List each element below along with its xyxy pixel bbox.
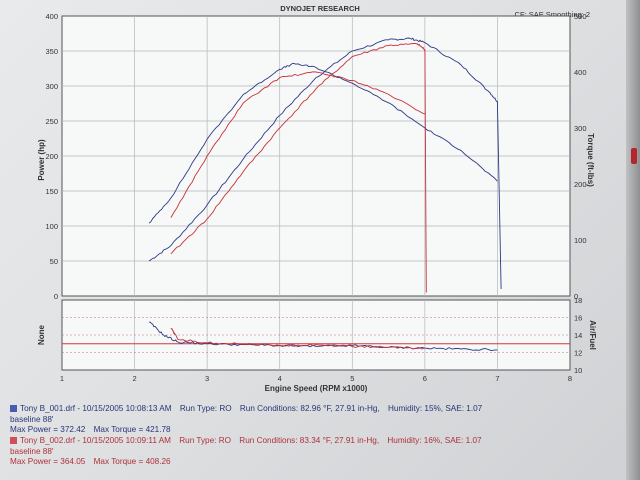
afr-air_fuel-line-run1: [148, 321, 498, 352]
run1-humidity: Humidity: 15%,: [388, 404, 444, 413]
afr-tick-label: 10: [574, 366, 582, 375]
y-axis-label-power: Power (hp): [37, 139, 46, 181]
chart-title: DYNOJET RESEARCH: [280, 4, 360, 13]
run2-max-torque: Max Torque = 408.26: [93, 457, 171, 466]
x-tick-label: 7: [495, 374, 499, 383]
x-axis-label: Engine Speed (RPM x1000): [265, 384, 368, 393]
run1-timestamp: - 10/15/2005 10:08:13 AM: [77, 404, 172, 413]
main-power-line-run1: [148, 37, 502, 290]
run1-file: Tony B_001.drf: [20, 404, 76, 413]
x-tick-label: 2: [132, 374, 136, 383]
y2-tick-label: 200: [574, 180, 587, 189]
run2-note: baseline 88': [10, 446, 54, 456]
main-torque-line-run1: [148, 62, 498, 224]
y-tick-label: 50: [50, 257, 58, 266]
run2-run-type: Run Type: RO: [179, 436, 231, 445]
x-tick-label: 1: [60, 374, 64, 383]
afr-tick-label: 14: [574, 331, 582, 340]
x-tick-label: 6: [423, 374, 427, 383]
y-tick-label: 100: [45, 222, 58, 231]
run2-file: Tony B_002.drf: [20, 436, 76, 445]
afr-tick-label: 12: [574, 349, 582, 358]
run2-swatch: [10, 437, 17, 444]
x-tick-label: 5: [350, 374, 354, 383]
run1-run-type: Run Type: RO: [179, 404, 232, 413]
page-edge: [626, 0, 640, 480]
y-tick-label: 350: [45, 47, 58, 56]
run2-sae: SAE: 1.07: [444, 436, 482, 445]
y-tick-label: 200: [45, 152, 58, 161]
y-tick-label: 400: [45, 12, 58, 21]
run2-max-power: Max Power = 364.05: [10, 457, 86, 466]
main-torque-line-run2: [170, 71, 426, 218]
x-tick-label: 8: [568, 374, 572, 383]
afr-air_fuel-line-run2: [170, 327, 426, 350]
x-tick-label: 4: [278, 374, 282, 383]
legend-run1: Tony B_001.drf - 10/15/2005 10:08:13 AM …: [10, 404, 482, 436]
main-power-line-run2: [170, 43, 427, 293]
y-tick-label: 250: [45, 117, 58, 126]
y-tick-label: 0: [54, 292, 58, 301]
red-marker: [631, 148, 637, 164]
run1-sae: SAE: 1.07: [445, 404, 483, 413]
y2-tick-label: 500: [574, 12, 587, 21]
afr-tick-label: 16: [574, 314, 582, 323]
y2-axis-label-torque: Torque (ft-lbs): [586, 133, 595, 187]
run1-max-power: Max Power = 372.42: [10, 425, 86, 434]
run2-conditions: Run Conditions: 83.34 °F, 27.91 in-Hg,: [239, 436, 380, 445]
y2-tick-label: 0: [574, 292, 578, 301]
x-tick-label: 3: [205, 374, 209, 383]
afr-tick-label: 18: [574, 296, 582, 305]
legend-run2: Tony B_002.drf - 10/15/2005 10:09:11 AM …: [10, 436, 482, 468]
run1-note: baseline 88': [10, 414, 54, 424]
y2-axis-label-afr: Air/Fuel: [588, 320, 597, 350]
y-tick-label: 150: [45, 187, 58, 196]
run2-timestamp: - 10/15/2005 10:09:11 AM: [77, 436, 171, 445]
run1-swatch: [10, 405, 17, 412]
run1-conditions: Run Conditions: 82.96 °F, 27.91 in-Hg,: [239, 404, 380, 413]
y2-tick-label: 400: [574, 68, 587, 77]
run1-max-torque: Max Torque = 421.78: [93, 425, 171, 434]
y2-tick-label: 100: [574, 236, 587, 245]
chart-settings: CF: SAE Smoothing: 2: [515, 10, 590, 19]
run2-humidity: Humidity: 16%,: [387, 436, 443, 445]
y-tick-label: 300: [45, 82, 58, 91]
y-axis-label-none: None: [37, 324, 46, 345]
y2-tick-label: 300: [574, 124, 587, 133]
